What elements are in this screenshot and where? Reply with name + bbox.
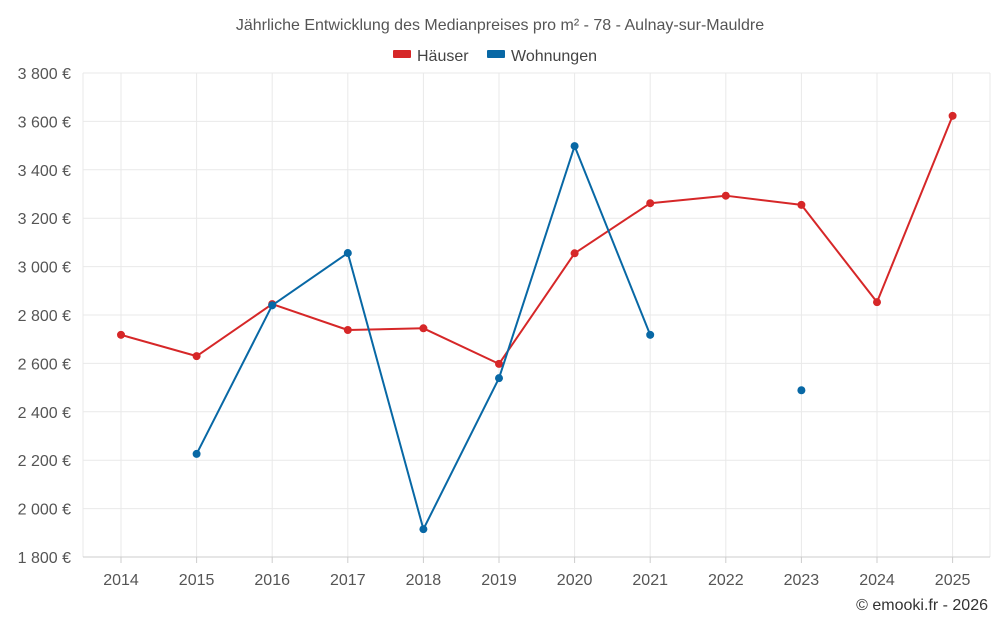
series-layer — [117, 111, 957, 534]
data-point[interactable] — [646, 199, 655, 208]
data-point[interactable] — [495, 359, 503, 368]
x-tick-label: 2024 — [859, 572, 895, 589]
y-tick-label: 1 800 € — [18, 550, 71, 567]
data-point[interactable] — [192, 449, 201, 458]
data-point[interactable] — [419, 525, 428, 534]
data-point[interactable] — [948, 111, 957, 120]
x-tick-label: 2022 — [708, 572, 744, 589]
x-tick-label: 2017 — [330, 572, 366, 589]
x-tick-label: 2015 — [179, 572, 215, 589]
data-point[interactable] — [419, 324, 428, 333]
data-point[interactable] — [343, 249, 352, 258]
data-point[interactable] — [721, 191, 730, 200]
x-axis: 2014 2015 2016 2017 2018 2019 2020 2021 2022 2023… — [83, 556, 990, 589]
y-axis: 1 800 € 2 000 € 2 200 € 2 400 € 2 600 € 2 800… — [18, 66, 71, 567]
data-point[interactable] — [797, 386, 806, 395]
data-point[interactable] — [343, 326, 352, 335]
data-point[interactable] — [570, 142, 579, 151]
credit-text: © emooki.fr - 2026 — [856, 597, 988, 614]
y-tick-label: 3 000 € — [18, 260, 71, 277]
y-tick-label: 2 200 € — [18, 453, 71, 470]
y-tick-label: 2 600 € — [18, 356, 71, 373]
data-point[interactable] — [797, 200, 806, 209]
x-tick-label: 2018 — [406, 572, 442, 589]
data-point[interactable] — [495, 374, 503, 383]
legend-item-wohnungen[interactable]: Wohnungen — [487, 48, 597, 65]
x-tick-label: 2014 — [103, 572, 139, 589]
series-häuser — [117, 111, 957, 368]
legend-swatch — [393, 50, 411, 58]
data-point[interactable] — [117, 330, 125, 339]
y-tick-label: 2 000 € — [18, 502, 71, 519]
legend-label: Häuser — [417, 48, 469, 65]
gridlines — [82, 72, 991, 558]
data-point[interactable] — [192, 352, 201, 361]
y-tick-label: 3 800 € — [18, 66, 71, 83]
data-point[interactable] — [268, 301, 277, 310]
x-tick-label: 2025 — [935, 572, 971, 589]
y-tick-label: 3 600 € — [18, 114, 71, 131]
legend-swatch — [487, 50, 505, 58]
y-tick-label: 3 400 € — [18, 163, 71, 180]
chart-title: Jährliche Entwicklung des Medianpreises … — [236, 17, 764, 34]
y-tick-label: 2 800 € — [18, 308, 71, 325]
data-point[interactable] — [570, 249, 579, 258]
data-point[interactable] — [646, 330, 655, 339]
x-tick-label: 2016 — [254, 572, 290, 589]
y-tick-label: 3 200 € — [18, 211, 71, 228]
x-tick-label: 2023 — [784, 572, 820, 589]
data-point[interactable] — [873, 298, 881, 307]
legend-label: Wohnungen — [511, 48, 597, 65]
x-tick-label: 2020 — [557, 572, 593, 589]
series-line — [120, 115, 954, 365]
legend-item-häuser[interactable]: Häuser — [393, 48, 469, 65]
y-tick-label: 2 400 € — [18, 405, 71, 422]
x-tick-label: 2019 — [481, 572, 517, 589]
legend: Häuser Wohnungen — [393, 48, 597, 65]
x-tick-label: 2021 — [632, 572, 668, 589]
series-wohnungen — [192, 142, 806, 534]
